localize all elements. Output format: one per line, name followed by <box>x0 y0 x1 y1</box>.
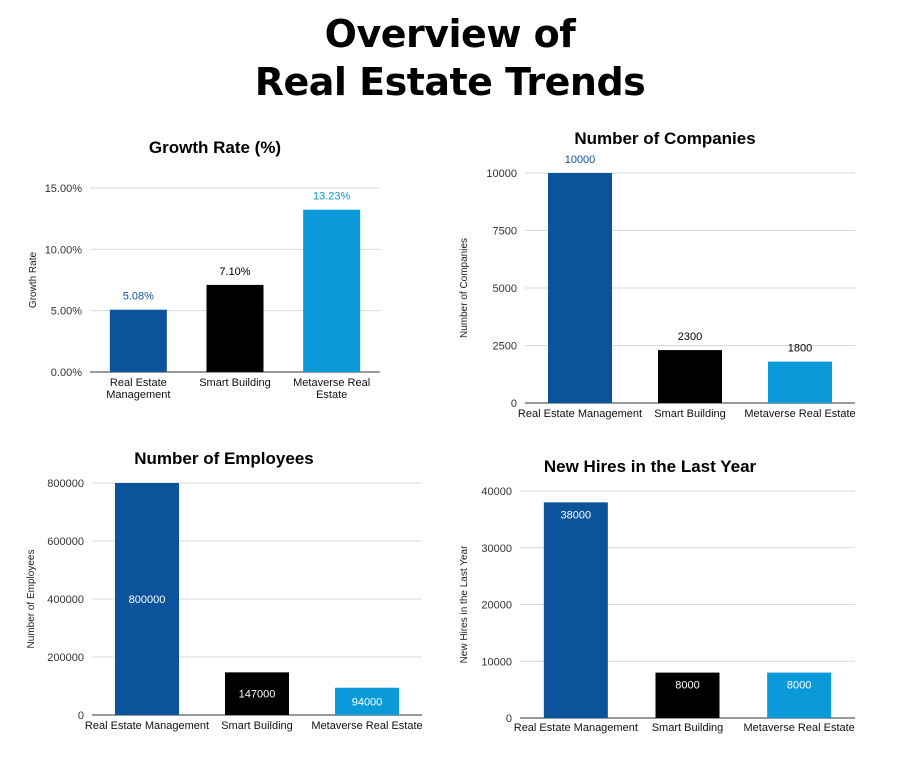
new-hires-y-tick-label: 40000 <box>481 486 512 498</box>
companies-y-axis-label: Number of Companies <box>459 238 470 338</box>
growth-rate-chart: Growth Rate (%) 0.00% 5.00% 10.00% 15.00% Gro… <box>28 138 380 401</box>
companies-bar <box>768 361 832 403</box>
growth-bar <box>109 309 167 372</box>
new-hires-data-label: 38000 <box>561 509 592 521</box>
new-hires-chart-title: New Hires in the Last Year <box>544 457 757 476</box>
number-of-employees-chart: Number of Employees 0 200000 400000 600000 80… <box>26 449 423 732</box>
employees-bar <box>115 483 179 715</box>
employees-y-tick-label: 0 <box>78 710 84 722</box>
employees-data-label: 147000 <box>239 689 276 701</box>
new-hires-bar <box>767 672 832 718</box>
growth-data-label: 13.23% <box>313 191 351 203</box>
new-hires-category-label: Smart Building <box>652 722 724 734</box>
growth-y-axis-label: Growth Rate <box>28 251 39 308</box>
companies-y-tick-label: 2500 <box>493 341 517 353</box>
growth-data-label: 7.10% <box>219 266 250 278</box>
new-hires-bar <box>543 502 608 718</box>
new-hires-y-tick-label: 10000 <box>481 656 512 668</box>
companies-y-tick-label: 10000 <box>486 168 517 180</box>
companies-data-label: 10000 <box>565 154 596 166</box>
employees-y-axis-label: Number of Employees <box>26 550 37 649</box>
companies-category-label: Metaverse Real Estate <box>744 408 855 420</box>
employees-y-tick-label: 200000 <box>47 652 84 664</box>
growth-chart-title: Growth Rate (%) <box>149 138 281 157</box>
growth-category-label: Estate <box>316 389 347 401</box>
companies-data-label: 2300 <box>678 331 702 343</box>
new-hires-category-label: Metaverse Real Estate <box>744 722 855 734</box>
new-hires-data-label: 8000 <box>675 680 699 692</box>
growth-y-tick-label: 5.00% <box>51 306 82 318</box>
growth-bar <box>206 284 264 372</box>
growth-category-label: Real Estate <box>110 377 167 389</box>
employees-y-tick-label: 800000 <box>47 478 84 490</box>
employees-chart-title: Number of Employees <box>134 449 314 468</box>
page-title-line-1: Overview of <box>324 12 576 56</box>
growth-y-tick-label: 0.00% <box>51 367 82 379</box>
page-title-line-2: Real Estate Trends <box>254 60 646 104</box>
employees-y-tick-label: 400000 <box>47 594 84 606</box>
employees-data-label: 94000 <box>352 696 383 708</box>
employees-bar <box>225 672 289 715</box>
employees-category-label: Metaverse Real Estate <box>311 720 422 732</box>
employees-category-label: Smart Building <box>221 720 293 732</box>
new-hires-y-axis-label: New Hires in the Last Year <box>459 545 470 664</box>
employees-y-tick-label: 600000 <box>47 536 84 548</box>
number-of-companies-chart: Number of Companies 0 2500 5000 7500 10000 Num… <box>459 129 856 420</box>
companies-y-tick-label: 5000 <box>493 283 517 295</box>
new-hires-bar <box>655 672 720 718</box>
companies-bar <box>548 173 612 403</box>
companies-y-tick-label: 7500 <box>493 226 517 238</box>
companies-category-label: Real Estate Management <box>518 408 642 420</box>
growth-category-label: Smart Building <box>199 377 271 389</box>
growth-category-label: Metaverse Real <box>293 377 370 389</box>
new-hires-data-label: 8000 <box>787 680 811 692</box>
growth-y-tick-label: 10.00% <box>45 244 83 256</box>
new-hires-y-tick-label: 0 <box>506 713 512 725</box>
growth-y-tick-label: 15.00% <box>45 183 83 195</box>
page-title: Overview of Real Estate Trends <box>0 10 900 106</box>
growth-category-label: Management <box>106 389 170 401</box>
new-hires-category-label: Real Estate Management <box>514 722 638 734</box>
new-hires-chart: New Hires in the Last Year 0 10000 20000 300… <box>459 457 855 734</box>
companies-category-label: Smart Building <box>654 408 726 420</box>
growth-bar <box>303 209 361 372</box>
new-hires-y-tick-label: 30000 <box>481 543 512 555</box>
companies-chart-title: Number of Companies <box>574 129 755 148</box>
companies-data-label: 1800 <box>788 343 812 355</box>
growth-data-label: 5.08% <box>123 291 154 303</box>
employees-bar <box>335 687 399 715</box>
companies-y-tick-label: 0 <box>511 398 517 410</box>
employees-data-label: 800000 <box>129 594 166 606</box>
employees-category-label: Real Estate Management <box>85 720 209 732</box>
companies-bar <box>658 350 722 403</box>
new-hires-y-tick-label: 20000 <box>481 600 512 612</box>
